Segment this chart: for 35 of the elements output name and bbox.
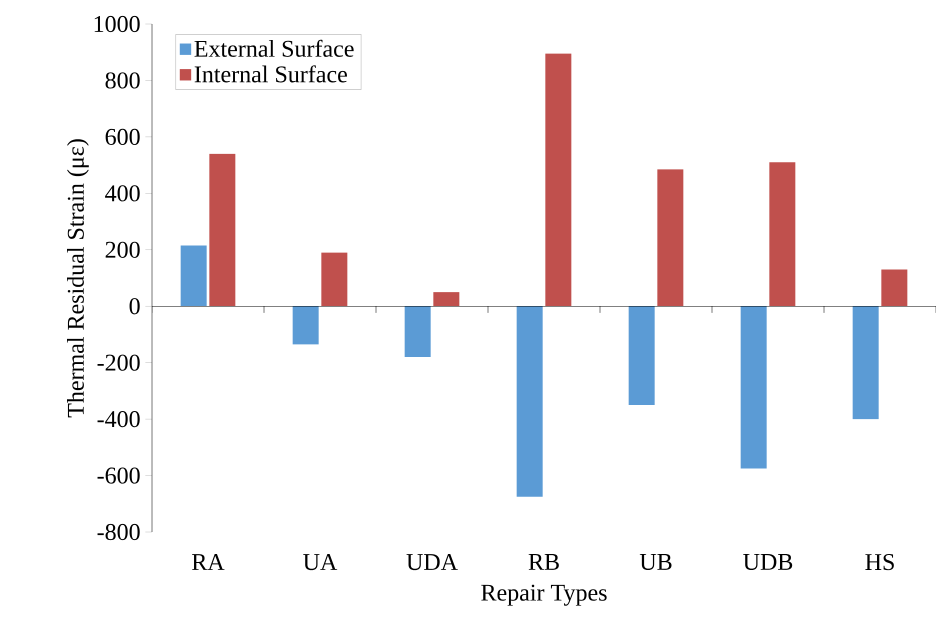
legend-label: Internal Surface [194,65,347,82]
y-axis-title: Thermal Residual Strain (με) [67,139,89,418]
y-tick-label: -600 [98,467,140,484]
x-tick-label: RA [192,554,225,570]
x-tick-label: UA [303,554,338,570]
y-tick-label: -200 [98,354,140,371]
y-tick-label: -800 [98,524,140,540]
x-axis-title: Repair Types [481,584,607,606]
y-tick-label: 400 [105,185,140,202]
x-tick-label: RB [528,554,559,570]
x-tick-label: UB [640,554,672,570]
bar [769,162,796,306]
y-tick-label: 600 [106,128,140,145]
y-tick-label: 200 [106,242,140,258]
y-tick-label: -400 [98,411,140,428]
y-tick-label: 1000 [94,16,140,32]
bar [404,306,431,358]
x-tick-label: UDB [743,554,792,570]
x-tick-label: HS [865,554,894,570]
bar [433,292,460,306]
bar [657,169,684,306]
bar [740,306,767,468]
bar [545,54,572,306]
bar [881,270,908,306]
bar [516,306,543,497]
bar [628,306,655,406]
legend-label: External Surface [194,40,354,57]
bar [180,246,207,306]
y-tick-label: 0 [130,298,140,314]
bar [209,154,236,306]
bar [292,306,319,344]
x-tick-label: UDA [406,554,458,570]
bar [321,252,348,306]
bar [852,306,879,420]
y-tick-label: 800 [106,72,140,89]
